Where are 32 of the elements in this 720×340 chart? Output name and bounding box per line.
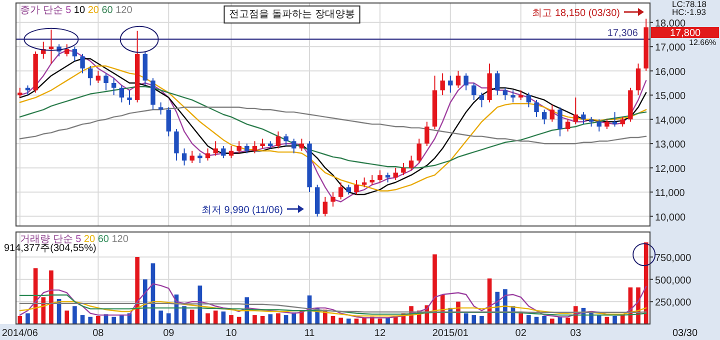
x-tick-label: 08 bbox=[92, 328, 104, 339]
text: 17,800 bbox=[670, 28, 702, 39]
y-tick-label: 500,000 bbox=[655, 275, 692, 286]
x-tick-label: 09 bbox=[163, 328, 175, 339]
y-tick-label: 16,000 bbox=[655, 66, 686, 78]
text: HC:-1.93 bbox=[672, 7, 706, 17]
legend: 거래량 단순 5 20 60 120 bbox=[20, 234, 128, 245]
y-tick-label: 14,000 bbox=[655, 115, 686, 126]
text: LC:78.18 bbox=[672, 0, 707, 9]
x-tick-label: 2015/01 bbox=[432, 328, 469, 339]
y-tick-label: 12,000 bbox=[655, 164, 686, 175]
y-tick-label: 18,000 bbox=[655, 18, 686, 30]
y-tick-label: 250,000 bbox=[655, 298, 692, 309]
x-tick-label: 11 bbox=[304, 328, 316, 339]
x-tick-label: 02 bbox=[515, 328, 527, 339]
text: 12.66% bbox=[689, 38, 716, 47]
annotation: 최저 9,990 (11/06) bbox=[201, 205, 283, 216]
y-tick-label: 10,000 bbox=[655, 212, 686, 224]
y-tick-label: 17,000 bbox=[655, 42, 686, 54]
y-tick-label: 11,000 bbox=[655, 188, 686, 200]
annotation: 최고 18,150 (03/30) bbox=[532, 8, 620, 19]
x-tick-label: 12 bbox=[374, 328, 386, 339]
x-tick-label: 2014/06 bbox=[2, 328, 38, 339]
y-tick-label: 15,000 bbox=[655, 91, 686, 102]
y-tick-label: 750,000 bbox=[655, 253, 692, 264]
x-tick-label: 10 bbox=[226, 328, 238, 339]
x-tick-label: 03 bbox=[570, 328, 582, 339]
ref-line-label: 17,306 bbox=[607, 28, 638, 40]
y-tick-label: 13,000 bbox=[655, 140, 686, 151]
legend: 종가 단순 5 10 20 60 120 bbox=[20, 5, 132, 16]
annotation: 전고점을 돌파하는 장대양봉 bbox=[229, 9, 355, 20]
text: 03/30 bbox=[672, 328, 698, 339]
